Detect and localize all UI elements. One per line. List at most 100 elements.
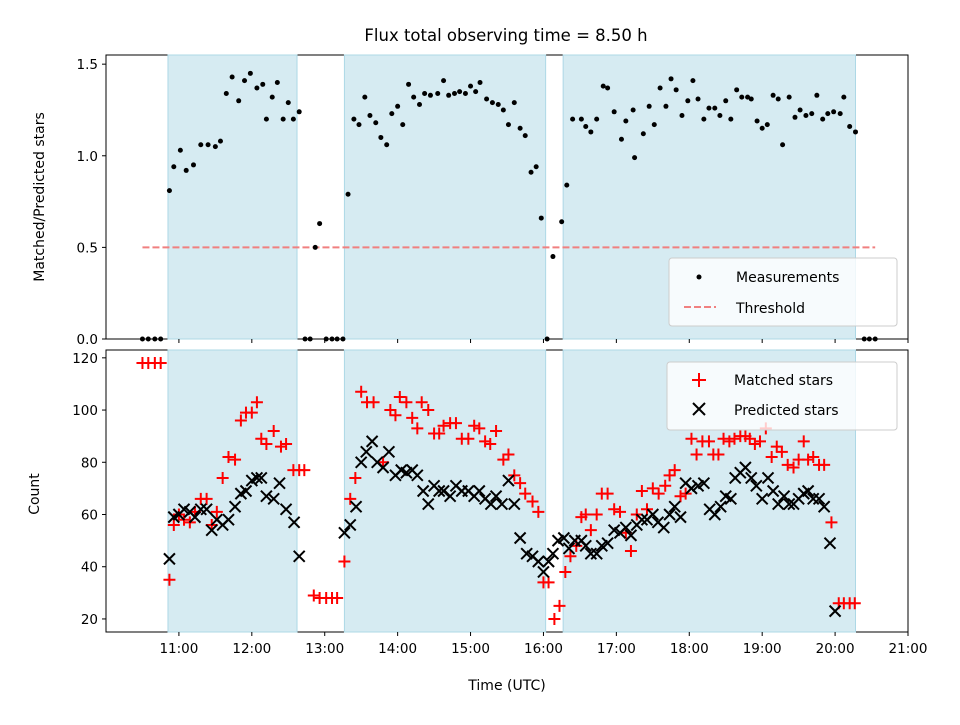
matched-point-63	[508, 469, 521, 482]
matched-point-120	[818, 458, 831, 471]
measurement-point-80	[600, 83, 606, 89]
measurement-point-60	[484, 96, 490, 102]
predicted-point-79	[646, 508, 660, 521]
x-tick-label-6: 17:00	[597, 641, 636, 657]
matched-point-111	[770, 440, 783, 453]
measurement-point-88	[646, 103, 652, 109]
matched-point-90	[659, 479, 672, 492]
predicted-point-110	[812, 492, 826, 506]
measurement-point-110	[764, 122, 770, 128]
measurement-point-38	[362, 94, 368, 100]
measurement-point-43	[389, 111, 395, 117]
measurement-point-57	[468, 83, 474, 89]
matched-point-11	[200, 492, 213, 505]
predicted-point-32	[382, 445, 396, 459]
measurement-point-114	[786, 94, 792, 100]
legend-threshold-label: Threshold	[735, 301, 805, 317]
predicted-point-90	[708, 508, 721, 521]
x-tick-label-10: 21:00	[889, 641, 928, 657]
matched-point-98	[702, 435, 715, 448]
predicted-point-77	[635, 513, 649, 526]
matched-point-101	[717, 432, 730, 445]
predicted-point-93	[724, 492, 738, 506]
measurement-point-49	[422, 90, 428, 96]
predicted-point-67	[579, 539, 592, 553]
matched-point-45	[406, 411, 419, 424]
bottom-legend: Matched stars Predicted stars	[666, 361, 898, 431]
predicted-point-55	[513, 531, 527, 545]
predicted-point-112	[823, 537, 837, 550]
measurement-point-123	[837, 111, 843, 117]
matched-point-96	[690, 448, 703, 461]
matched-point-103	[728, 432, 741, 445]
predicted-point-29	[365, 435, 379, 448]
measurement-point-69	[533, 164, 539, 170]
predicted-point-6	[194, 503, 207, 516]
matched-point-44	[400, 396, 413, 409]
matched-point-43	[393, 391, 406, 403]
measurement-point-119	[814, 92, 820, 98]
top-panel: 0.0 0.5 1.0 1.5 Matched/Predicted stars Mea…	[32, 54, 909, 348]
matched-point-114	[787, 461, 800, 474]
matched-point-56	[468, 419, 481, 432]
matched-point-36	[349, 471, 362, 484]
predicted-point-98	[750, 479, 763, 492]
measurement-point-45	[400, 122, 406, 128]
measurement-point-15	[236, 98, 242, 104]
measurement-point-126	[853, 129, 859, 135]
predicted-point-99	[755, 492, 769, 506]
y-tick-label-2: 60	[81, 508, 98, 524]
predicted-point-24	[338, 526, 351, 539]
measurement-point-53	[446, 92, 452, 98]
matched-point-116	[797, 435, 810, 448]
measurement-point-56	[462, 90, 468, 96]
matched-point-57	[473, 422, 486, 435]
measurement-point-61	[489, 100, 495, 106]
matched-point-77	[584, 524, 597, 537]
matched-point-64	[514, 477, 527, 490]
matched-point-34	[338, 555, 351, 568]
matched-point-51	[437, 419, 450, 432]
matched-point-42	[389, 409, 402, 422]
legend-matched-marker	[692, 373, 706, 387]
matched-point-61	[497, 453, 510, 466]
matched-point-25	[280, 438, 293, 450]
matched-point-72	[559, 565, 572, 578]
predicted-point-8	[205, 523, 218, 537]
matched-point-66	[526, 495, 539, 508]
measurement-point-3	[158, 336, 164, 342]
predicted-point-63	[557, 531, 571, 545]
measurement-point-95	[685, 98, 691, 104]
measurement-point-100	[712, 105, 718, 111]
predicted-point-96	[739, 461, 752, 474]
measurement-point-109	[759, 125, 765, 131]
measurement-point-19	[260, 81, 266, 87]
predicted-point-81	[657, 521, 670, 534]
predicted-point-19	[267, 492, 280, 506]
x-tick-label-2: 13:00	[305, 641, 344, 657]
measurement-point-83	[618, 136, 624, 142]
matched-point-21	[255, 432, 268, 445]
measurement-point-108	[754, 118, 760, 124]
measurement-point-85	[630, 107, 636, 113]
matched-point-87	[640, 503, 653, 516]
matched-point-84	[624, 545, 637, 558]
measurement-point-111	[770, 92, 776, 98]
predicted-point-91	[714, 500, 727, 513]
predicted-point-23	[293, 550, 306, 563]
predicted-point-74	[619, 521, 633, 534]
predicted-point-37	[411, 469, 424, 482]
predicted-point-0	[163, 552, 176, 566]
measurement-point-30	[317, 221, 323, 227]
measurement-point-65	[511, 100, 517, 106]
observation-shade-1	[343, 54, 547, 340]
predicted-point-17	[255, 471, 268, 485]
matched-point-29	[307, 589, 320, 602]
measurement-point-42	[384, 142, 390, 148]
x-tick-label-1: 12:00	[232, 641, 271, 657]
matched-point-14	[216, 471, 229, 484]
measurement-point-129	[872, 336, 878, 342]
measurement-point-35	[345, 191, 351, 197]
measurement-point-84	[623, 118, 629, 124]
measurement-point-76	[578, 116, 584, 122]
